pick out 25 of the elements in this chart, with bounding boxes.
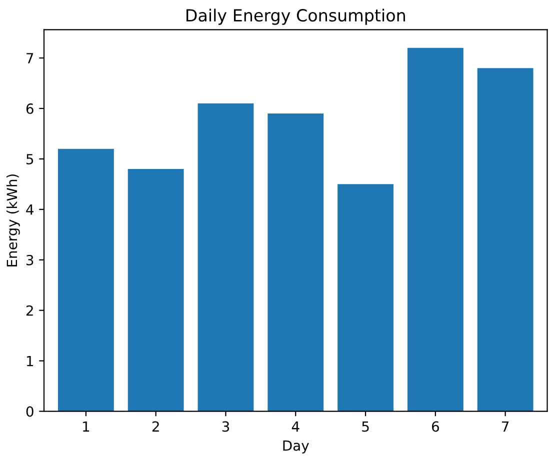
bar bbox=[198, 103, 254, 412]
y-tick-label: 4 bbox=[26, 204, 34, 215]
x-tick-label: 3 bbox=[222, 421, 230, 432]
x-axis-title: Day bbox=[283, 440, 309, 454]
bar bbox=[58, 148, 114, 412]
x-tick-label: 7 bbox=[502, 421, 509, 432]
x-tick-label: 4 bbox=[292, 421, 300, 432]
chart-title: Daily Energy Consumption bbox=[186, 8, 405, 25]
bar bbox=[338, 184, 394, 412]
x-tick-label: 1 bbox=[83, 421, 90, 432]
y-axis-title: Energy (kWh) bbox=[6, 174, 20, 266]
x-tick-label: 6 bbox=[432, 421, 439, 432]
y-tick-label: 2 bbox=[26, 305, 33, 316]
y-tick-label: 7 bbox=[26, 53, 34, 64]
y-tick-label: 0 bbox=[26, 406, 34, 417]
bar bbox=[477, 68, 534, 412]
x-tick-label: 2 bbox=[152, 421, 159, 432]
bar bbox=[268, 113, 324, 412]
bar bbox=[128, 169, 184, 412]
x-tick-label: 5 bbox=[362, 421, 369, 432]
y-tick-label: 1 bbox=[26, 356, 33, 366]
y-tick-label: 6 bbox=[26, 103, 34, 114]
y-tick-label: 5 bbox=[26, 154, 34, 164]
bar bbox=[407, 48, 464, 412]
y-tick-label: 3 bbox=[26, 254, 34, 266]
